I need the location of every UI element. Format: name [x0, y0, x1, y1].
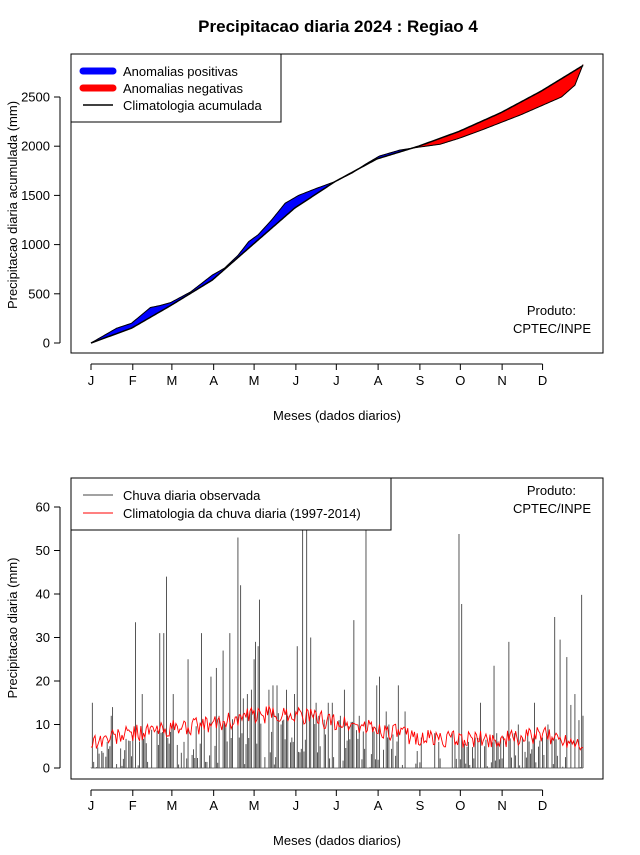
x-tick-label-top: S [416, 373, 425, 388]
x-tick-label-bottom: D [538, 798, 547, 813]
x-tick-label-bottom: A [374, 798, 383, 813]
x-tick-label-top: A [209, 373, 218, 388]
x-tick-label-top: J [88, 373, 95, 388]
x-tick-label-bottom: F [129, 798, 137, 813]
x-tick-label-top: M [249, 373, 260, 388]
x-tick-label-bottom: O [455, 798, 465, 813]
y-tick-label-top: 2000 [21, 139, 50, 154]
daily-chart: J F M A M J J A S O N D 0 10 20 30 40 50 60 Precipitacao … [5, 478, 603, 848]
legend-label-observed: Chuva diaria observada [123, 488, 261, 503]
y-axis-top: 0 500 1000 1500 2000 2500 [21, 90, 60, 351]
x-tick-label-top: N [497, 373, 506, 388]
product-note-bottom-line1: Produto: [527, 483, 576, 498]
x-tick-label-bottom: S [416, 798, 425, 813]
x-axis-label-top: Meses (dados diarios) [273, 408, 401, 423]
x-tick-label-bottom: A [209, 798, 218, 813]
y-tick-label-bottom: 40 [36, 587, 50, 602]
product-note-bottom-line2: CPTEC/INPE [513, 501, 591, 516]
x-tick-label-top: M [166, 373, 177, 388]
y-tick-label-bottom: 10 [36, 717, 50, 732]
legend-label-daily-climatology: Climatologia da chuva diaria (1997-2014) [123, 506, 361, 521]
y-tick-label-bottom: 30 [36, 630, 50, 645]
legend-label-positive: Anomalias positivas [123, 64, 238, 79]
y-tick-label-top: 1000 [21, 237, 50, 252]
y-axis-label-bottom: Precipitacao diaria (mm) [5, 558, 20, 699]
legend-box-bottom [71, 478, 391, 530]
y-tick-label-bottom: 60 [36, 500, 50, 515]
y-tick-label-bottom: 20 [36, 674, 50, 689]
x-tick-label-bottom: M [249, 798, 260, 813]
x-tick-label-top: J [293, 373, 300, 388]
x-axis-label-bottom: Meses (dados diarios) [273, 833, 401, 848]
legend-label-negative: Anomalias negativas [123, 81, 243, 96]
y-axis-bottom: 0 10 20 30 40 50 60 [36, 500, 60, 776]
x-tick-label-bottom: M [166, 798, 177, 813]
x-tick-label-top: J [333, 373, 340, 388]
cumulative-chart: J F M A M J J A S O N D 0 500 1000 1500 2000 2500 Precip… [5, 54, 603, 423]
legend-label-climatology: Climatologia acumulada [123, 98, 263, 113]
y-tick-label-top: 1500 [21, 188, 50, 203]
legend-bottom: Chuva diaria observada Climatologia da c… [71, 478, 391, 530]
product-note-top-line2: CPTEC/INPE [513, 321, 591, 336]
x-tick-label-bottom: J [333, 798, 340, 813]
y-tick-label-bottom: 0 [43, 761, 50, 776]
x-tick-label-top: D [538, 373, 547, 388]
y-tick-label-top: 0 [43, 336, 50, 351]
x-tick-label-bottom: N [497, 798, 506, 813]
y-axis-label-top: Precipitacao diaria acumulada (mm) [5, 101, 20, 309]
product-note-top-line1: Produto: [527, 303, 576, 318]
x-tick-label-bottom: J [293, 798, 300, 813]
chart-title: Precipitacao diaria 2024 : Regiao 4 [198, 17, 478, 36]
x-tick-label-top: A [374, 373, 383, 388]
x-tick-label-top: F [129, 373, 137, 388]
x-tick-label-bottom: J [88, 798, 95, 813]
y-tick-label-bottom: 50 [36, 543, 50, 558]
y-tick-label-top: 2500 [21, 90, 50, 105]
y-tick-label-top: 500 [28, 286, 50, 301]
legend-top: Anomalias positivas Anomalias negativas … [71, 54, 281, 122]
x-tick-label-top: O [455, 373, 465, 388]
